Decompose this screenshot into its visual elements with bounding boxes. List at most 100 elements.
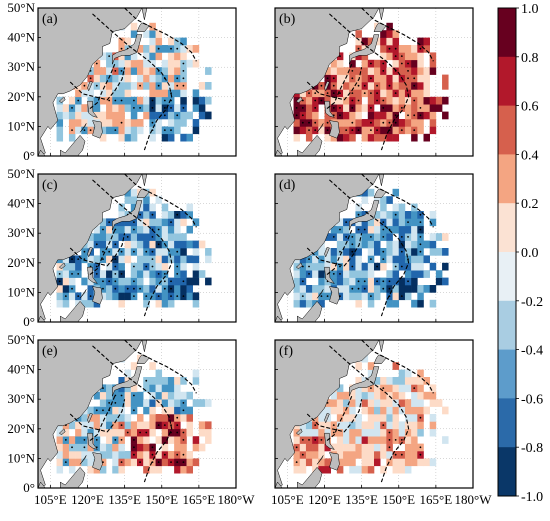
grid-cell	[367, 285, 375, 293]
grid-cell	[174, 126, 181, 135]
grid-cell	[293, 451, 301, 459]
significance-dot	[320, 295, 323, 297]
grid-cell	[124, 119, 132, 127]
grid-cell	[386, 211, 393, 219]
grid-cell	[343, 262, 350, 271]
grid-cell	[392, 362, 400, 370]
grid-cell	[124, 188, 132, 197]
grid-cell	[106, 443, 113, 452]
significance-dot	[151, 99, 154, 102]
grid-cell	[124, 384, 132, 393]
grid-cell	[112, 414, 119, 422]
grid-cell	[293, 133, 301, 142]
grid-cell	[318, 248, 325, 256]
grid-cell	[149, 89, 156, 98]
grid-cell	[180, 465, 187, 474]
grid-cell	[355, 119, 362, 127]
grid-cell	[124, 37, 132, 46]
grid-cell	[343, 119, 350, 127]
grid-cell	[161, 59, 169, 68]
grid-cell	[386, 196, 393, 204]
grid-cell	[174, 465, 181, 474]
grid-cell	[429, 421, 437, 430]
significance-dot	[114, 402, 117, 404]
grid-cell	[312, 292, 319, 301]
grid-cell	[99, 399, 107, 407]
grid-cell	[367, 133, 375, 142]
grid-cell	[167, 37, 175, 46]
significance-dot	[163, 424, 166, 426]
significance-dot	[314, 424, 317, 426]
grid-cell	[155, 377, 163, 385]
lat-tick-label: 10°N	[7, 450, 35, 465]
land-polygon	[38, 481, 46, 488]
grid-cell	[56, 458, 64, 467]
grid-cell	[367, 428, 375, 437]
grid-cell	[343, 285, 350, 293]
grid-cell	[81, 119, 88, 127]
grid-cell	[417, 458, 424, 467]
land-polygon	[87, 266, 99, 284]
grid-cell	[398, 277, 406, 286]
grid-cell	[423, 67, 430, 75]
colorbar-tick-label: 0.0	[521, 246, 539, 261]
dashed-track-line	[329, 179, 410, 317]
significance-dot	[388, 47, 391, 50]
grid-cell	[99, 240, 107, 249]
grid-cell	[343, 443, 350, 452]
grid-cell	[386, 240, 393, 249]
grid-cell	[398, 67, 406, 75]
grid-cell	[361, 270, 369, 278]
significance-dot	[363, 287, 366, 290]
significance-dot	[108, 280, 111, 283]
significance-dot	[308, 92, 310, 94]
significance-dot	[95, 84, 98, 87]
grid-cell	[93, 421, 101, 430]
grid-cell	[68, 292, 76, 301]
grid-cell	[137, 262, 144, 271]
grid-cell	[155, 262, 163, 271]
significance-dot	[326, 77, 329, 80]
grid-cell	[429, 233, 437, 241]
grid-cell	[417, 377, 424, 385]
grid-cell	[392, 285, 400, 293]
significance-dot	[83, 129, 86, 132]
grid-cell	[130, 30, 138, 38]
significance-dot	[170, 287, 172, 290]
grid-cell	[429, 458, 437, 467]
grid-cell	[417, 96, 424, 105]
grid-cell	[87, 465, 94, 474]
significance-dot	[400, 236, 403, 238]
grid-cell	[180, 218, 187, 227]
significance-dot	[314, 107, 317, 109]
grid-cell	[417, 126, 424, 135]
dashed-track-line	[89, 229, 116, 276]
grid-cell	[186, 406, 193, 415]
grid-cell	[112, 119, 119, 127]
grid-cell	[106, 59, 113, 68]
grid-cell	[174, 52, 181, 61]
grid-cell	[417, 391, 424, 400]
lon-tick-label: 180°W	[218, 492, 256, 507]
grid-cell	[155, 299, 163, 308]
grid-cell	[330, 391, 338, 400]
grid-cell	[343, 458, 350, 467]
grid-cell	[398, 285, 406, 293]
grid-cell	[367, 262, 375, 271]
significance-dot	[394, 114, 397, 117]
grid-cell	[336, 218, 344, 227]
significance-dot	[182, 295, 185, 297]
grid-cell	[299, 270, 307, 278]
grid-cell	[374, 436, 381, 444]
grid-cell	[330, 443, 338, 452]
grid-cell	[118, 443, 125, 452]
lon-tick-label: 105°E	[34, 492, 67, 507]
grid-cell	[386, 399, 393, 407]
grid-cell	[68, 111, 76, 120]
grid-cell	[93, 255, 101, 264]
grid-cell	[330, 59, 338, 68]
grid-cell	[155, 369, 163, 378]
land-polygon	[87, 81, 93, 92]
grid-cell	[374, 399, 381, 407]
significance-dot	[394, 55, 397, 57]
